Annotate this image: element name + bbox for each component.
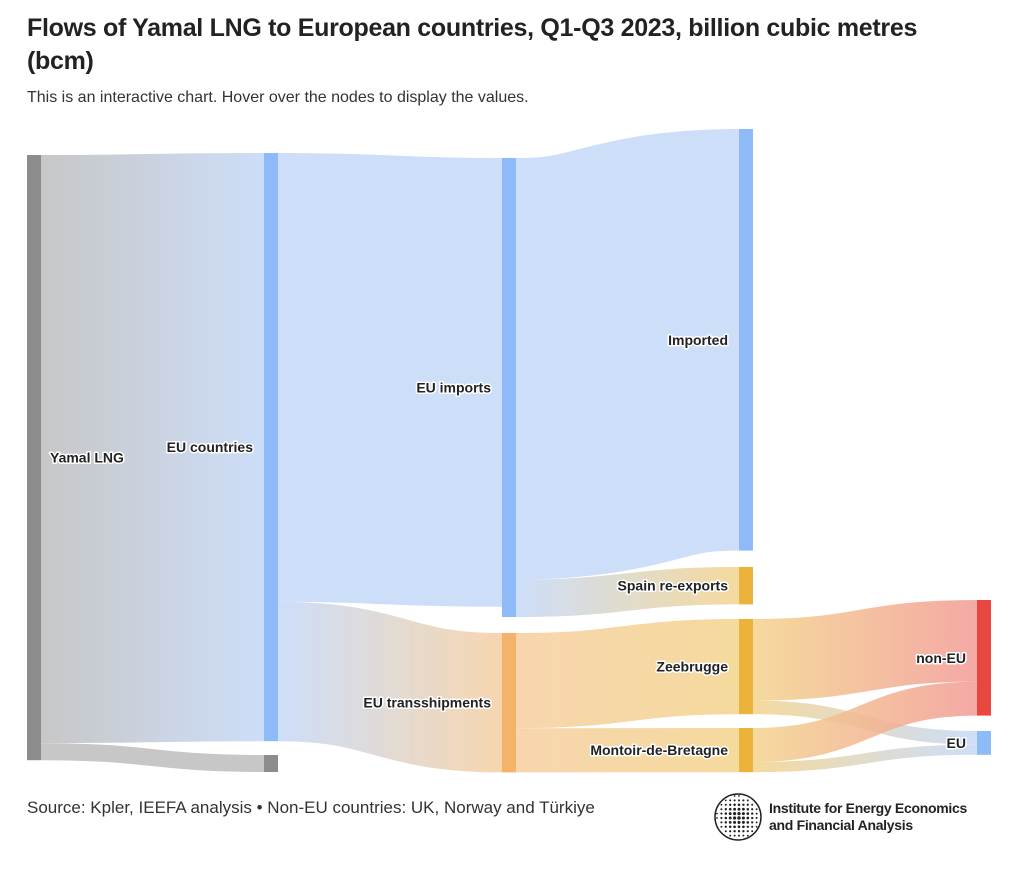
node-yamal[interactable] bbox=[27, 155, 41, 761]
link-eu_imports-to-imported[interactable] bbox=[512, 129, 743, 580]
link-montoir-to-non_eu[interactable] bbox=[752, 681, 978, 762]
logo-line2: and Financial Analysis bbox=[769, 817, 913, 833]
node-label-non_eu: non-EU bbox=[916, 650, 966, 666]
node-label-yamal: Yamal LNG bbox=[50, 450, 124, 466]
link-eu_imports-to-spain[interactable] bbox=[515, 567, 740, 617]
node-other[interactable] bbox=[264, 755, 278, 772]
node-eu_countries[interactable] bbox=[264, 153, 278, 742]
node-label-eu_countries: EU countries bbox=[167, 439, 254, 455]
ieefa-logo: Institute for Energy Economics and Finan… bbox=[713, 792, 967, 842]
logo-line1: Institute for Energy Economics bbox=[769, 800, 967, 816]
link-eu_trans-to-zeebrugge[interactable] bbox=[515, 619, 740, 729]
node-zeebrugge[interactable] bbox=[739, 619, 753, 715]
chart-title: Flows of Yamal LNG to European countries… bbox=[27, 14, 918, 75]
node-label-eu_trans: EU transshipments bbox=[363, 695, 491, 711]
link-eu_countries-to-eu_imports[interactable] bbox=[277, 153, 503, 607]
link-eu_countries-to-eu_trans[interactable] bbox=[277, 601, 503, 773]
node-montoir[interactable] bbox=[739, 728, 753, 773]
source-note: Source: Kpler, IEEFA analysis • Non-EU c… bbox=[27, 798, 595, 817]
sankey-chart: Yamal LNG EU countries EU imports EU transs… bbox=[27, 129, 991, 773]
link-yamal-to-eu_countries[interactable] bbox=[40, 153, 265, 744]
node-label-montoir: Montoir-de-Bretagne bbox=[590, 742, 728, 758]
node-eu[interactable] bbox=[977, 731, 991, 755]
node-label-zeebrugge: Zeebrugge bbox=[656, 659, 728, 675]
node-spain[interactable] bbox=[739, 567, 753, 605]
node-non_eu[interactable] bbox=[977, 600, 991, 716]
chart-subtitle: This is an interactive chart. Hover over… bbox=[27, 89, 529, 106]
link-zeebrugge-to-non_eu[interactable] bbox=[752, 600, 978, 701]
node-eu_imports[interactable] bbox=[502, 158, 516, 617]
node-eu_trans[interactable] bbox=[502, 633, 516, 773]
node-label-eu: EU bbox=[947, 735, 966, 751]
node-label-imported: Imported bbox=[668, 332, 728, 348]
globe-icon bbox=[714, 793, 762, 841]
link-montoir-to-eu[interactable] bbox=[752, 744, 978, 773]
node-imported[interactable] bbox=[739, 129, 753, 551]
node-label-eu_imports: EU imports bbox=[416, 380, 491, 396]
node-label-spain: Spain re-exports bbox=[618, 578, 729, 594]
link-yamal-to-other[interactable] bbox=[40, 743, 265, 772]
